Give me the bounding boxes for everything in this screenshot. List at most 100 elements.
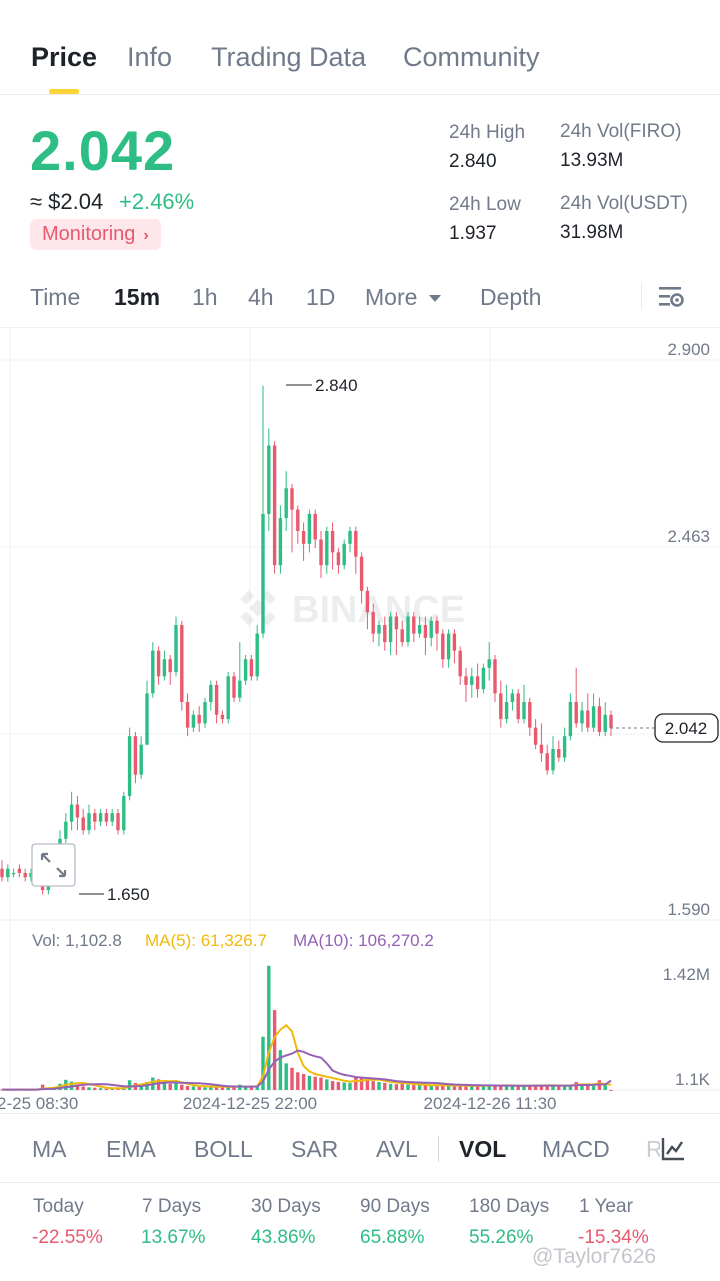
perf-value-30d: 43.86% <box>251 1227 316 1248</box>
volume-bar <box>441 1084 445 1090</box>
usd-price: ≈ $2.04 <box>30 189 104 214</box>
indicator-partial[interactable]: R <box>646 1136 663 1162</box>
volume-bar <box>406 1084 410 1090</box>
candle <box>429 616 433 647</box>
candle <box>75 796 80 831</box>
volume-bar <box>499 1085 503 1090</box>
indicator-bar: MA EMA BOLL SAR AVL VOL MACD R <box>0 1113 720 1183</box>
chart-settings-icon[interactable] <box>657 284 685 310</box>
candle <box>603 701 607 737</box>
volume-bar <box>383 1082 387 1090</box>
divider <box>438 1136 439 1162</box>
tf-time[interactable]: Time <box>30 284 81 310</box>
candle <box>290 483 294 553</box>
indicator-ma[interactable]: MA <box>32 1136 67 1162</box>
tf-4h[interactable]: 4h <box>248 284 274 310</box>
volume-bar <box>75 1084 80 1090</box>
candle <box>145 680 149 745</box>
volume-bars <box>0 965 613 1091</box>
candle <box>412 612 416 643</box>
indicator-ema[interactable]: EMA <box>106 1136 156 1162</box>
timeframe-bar: Time 15m 1h 4h 1D More Depth <box>0 268 720 328</box>
volume-bar <box>243 1087 248 1090</box>
candle <box>272 441 277 574</box>
vol-quote-value: 31.98M <box>560 222 624 243</box>
vol-axis-label: 1.1K <box>675 1070 711 1089</box>
candle <box>185 693 190 737</box>
volume-bar <box>568 1084 573 1090</box>
candle <box>441 629 445 668</box>
monitoring-badge[interactable]: Monitoring › <box>30 219 161 250</box>
candle <box>319 530 323 579</box>
indicator-settings-icon[interactable] <box>660 1136 686 1162</box>
indicator-sar[interactable]: SAR <box>291 1136 339 1162</box>
volume-bar <box>284 1063 288 1090</box>
indicator-vol[interactable]: VOL <box>459 1136 507 1162</box>
volume-bar <box>93 1087 97 1090</box>
candle <box>296 505 300 544</box>
tf-1d[interactable]: 1D <box>306 284 336 310</box>
volume-bar <box>487 1084 491 1090</box>
tab-info[interactable]: Info <box>127 42 173 72</box>
tf-15m[interactable]: 15m <box>114 284 161 310</box>
volume-bar <box>446 1085 451 1090</box>
volume-bar <box>388 1083 393 1090</box>
candle <box>551 736 555 775</box>
candle <box>69 791 74 831</box>
candle <box>313 509 317 549</box>
candle <box>122 791 126 835</box>
candle <box>557 740 561 762</box>
volume-bar <box>580 1083 584 1090</box>
candle <box>238 642 242 702</box>
tab-community[interactable]: Community <box>403 42 540 72</box>
candle <box>133 731 138 784</box>
tab-trading-data[interactable]: Trading Data <box>211 42 367 72</box>
volume-bar <box>226 1086 230 1090</box>
active-tab-indicator <box>49 89 79 94</box>
tf-more[interactable]: More <box>365 284 442 311</box>
y-axis-label: 2.900 <box>667 340 710 359</box>
volume-bar <box>162 1082 167 1090</box>
indicator-avl[interactable]: AVL <box>376 1136 418 1162</box>
volume-bar <box>586 1085 590 1090</box>
candle <box>139 736 143 779</box>
volume-bar <box>174 1082 178 1090</box>
candle <box>168 654 172 685</box>
candle <box>504 684 509 724</box>
volume-bar <box>197 1086 201 1090</box>
price-change-percent: +2.46% <box>119 189 195 214</box>
candle <box>377 620 381 647</box>
price-chart[interactable]: BINANCE 2.900 2.463 1.590 2.840 1.650 2.… <box>0 328 720 1113</box>
chart-grid <box>0 328 720 1093</box>
x-axis-label: 2-25 08:30 <box>0 1094 78 1113</box>
perf-label-today: Today <box>33 1196 84 1217</box>
fullscreen-button[interactable] <box>31 843 76 887</box>
volume-bar <box>342 1082 346 1090</box>
candle <box>371 603 375 643</box>
candle <box>325 526 329 574</box>
vol-base-value: 13.93M <box>560 150 624 171</box>
volume-bar <box>278 1050 283 1090</box>
candle <box>98 808 103 826</box>
indicator-macd[interactable]: MACD <box>542 1136 610 1162</box>
candle <box>574 667 578 728</box>
candle <box>104 808 109 826</box>
candle <box>81 808 85 835</box>
current-price-value: 2.042 <box>665 719 708 738</box>
volume-bar <box>313 1076 317 1090</box>
vol-legend: Vol: 1,102.8 <box>32 931 122 950</box>
tab-price[interactable]: Price <box>31 42 98 72</box>
divider <box>641 282 642 310</box>
candle <box>156 646 161 685</box>
candle <box>214 680 219 724</box>
indicator-boll[interactable]: BOLL <box>194 1136 253 1162</box>
tf-1h[interactable]: 1h <box>192 284 218 310</box>
candle <box>435 616 439 651</box>
candle <box>342 539 346 570</box>
volume-bar <box>104 1088 109 1090</box>
monitoring-label: Monitoring <box>42 223 136 245</box>
last-price: 2.042 <box>30 119 176 182</box>
tf-depth[interactable]: Depth <box>480 284 542 310</box>
volume-bar <box>127 1080 132 1090</box>
volume-bar <box>249 1086 254 1090</box>
